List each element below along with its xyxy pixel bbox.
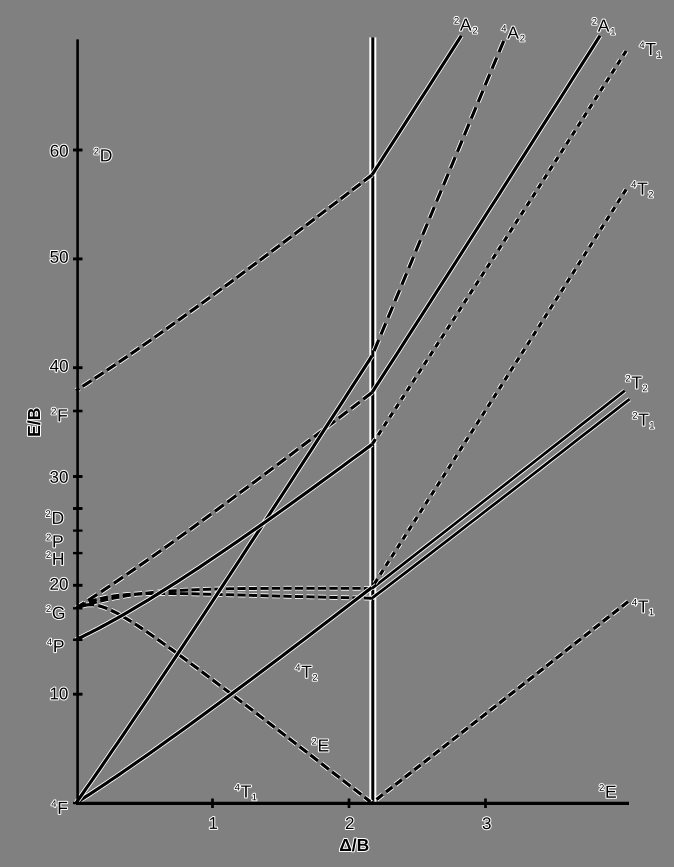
svg-text:T: T bbox=[637, 179, 648, 199]
svg-text:2: 2 bbox=[51, 406, 56, 417]
svg-text:4: 4 bbox=[632, 597, 637, 608]
svg-text:2: 2 bbox=[46, 604, 51, 615]
svg-text:A: A bbox=[598, 16, 610, 36]
svg-text:2: 2 bbox=[454, 16, 459, 27]
svg-text:2: 2 bbox=[46, 550, 51, 561]
svg-text:4: 4 bbox=[235, 782, 240, 793]
svg-text:G: G bbox=[52, 603, 66, 623]
svg-text:1: 1 bbox=[208, 814, 217, 833]
svg-text:P: P bbox=[53, 636, 65, 656]
svg-text:2: 2 bbox=[46, 532, 51, 543]
svg-text:1: 1 bbox=[649, 607, 654, 618]
svg-text:D: D bbox=[51, 508, 64, 528]
svg-text:2: 2 bbox=[312, 673, 317, 684]
svg-text:D: D bbox=[100, 145, 113, 165]
svg-text:30: 30 bbox=[50, 468, 69, 487]
svg-text:E: E bbox=[318, 735, 330, 755]
svg-text:H: H bbox=[52, 549, 65, 569]
svg-text:2: 2 bbox=[312, 736, 317, 747]
svg-text:60: 60 bbox=[50, 142, 69, 161]
svg-text:2: 2 bbox=[648, 189, 653, 200]
svg-text:T: T bbox=[638, 596, 649, 616]
svg-text:1: 1 bbox=[656, 50, 661, 61]
svg-text:1: 1 bbox=[649, 420, 654, 431]
svg-text:2: 2 bbox=[599, 783, 604, 794]
svg-text:E: E bbox=[605, 782, 617, 802]
svg-text:2: 2 bbox=[45, 509, 50, 520]
svg-text:4: 4 bbox=[631, 180, 636, 191]
svg-text:T: T bbox=[638, 410, 649, 430]
svg-text:1: 1 bbox=[610, 26, 615, 37]
svg-text:20: 20 bbox=[49, 575, 68, 594]
svg-text:2: 2 bbox=[625, 373, 630, 384]
svg-text:T: T bbox=[645, 39, 656, 59]
svg-text:E/B: E/B bbox=[24, 408, 44, 437]
svg-text:4: 4 bbox=[501, 24, 506, 35]
svg-text:4: 4 bbox=[51, 799, 56, 810]
svg-text:2: 2 bbox=[592, 17, 597, 28]
svg-text:2: 2 bbox=[632, 411, 637, 422]
svg-text:4: 4 bbox=[295, 663, 300, 674]
svg-text:10: 10 bbox=[49, 684, 68, 703]
svg-text:1: 1 bbox=[252, 792, 257, 803]
svg-text:T: T bbox=[241, 781, 252, 801]
svg-text:T: T bbox=[301, 662, 312, 682]
svg-text:40: 40 bbox=[50, 357, 69, 376]
svg-text:2: 2 bbox=[94, 146, 99, 157]
svg-text:4: 4 bbox=[639, 40, 644, 51]
svg-text:4: 4 bbox=[47, 637, 52, 648]
svg-text:3: 3 bbox=[482, 814, 491, 833]
svg-text:Δ/B: Δ/B bbox=[339, 835, 369, 855]
svg-text:F: F bbox=[57, 405, 68, 425]
svg-text:A: A bbox=[460, 15, 472, 35]
svg-text:2: 2 bbox=[345, 814, 354, 833]
svg-text:P: P bbox=[52, 531, 64, 551]
svg-text:2: 2 bbox=[520, 33, 525, 44]
svg-text:2: 2 bbox=[472, 25, 477, 36]
svg-text:50: 50 bbox=[50, 248, 69, 267]
svg-text:2: 2 bbox=[642, 383, 647, 394]
svg-text:T: T bbox=[631, 372, 642, 392]
svg-text:F: F bbox=[57, 798, 68, 818]
svg-text:A: A bbox=[507, 23, 519, 43]
